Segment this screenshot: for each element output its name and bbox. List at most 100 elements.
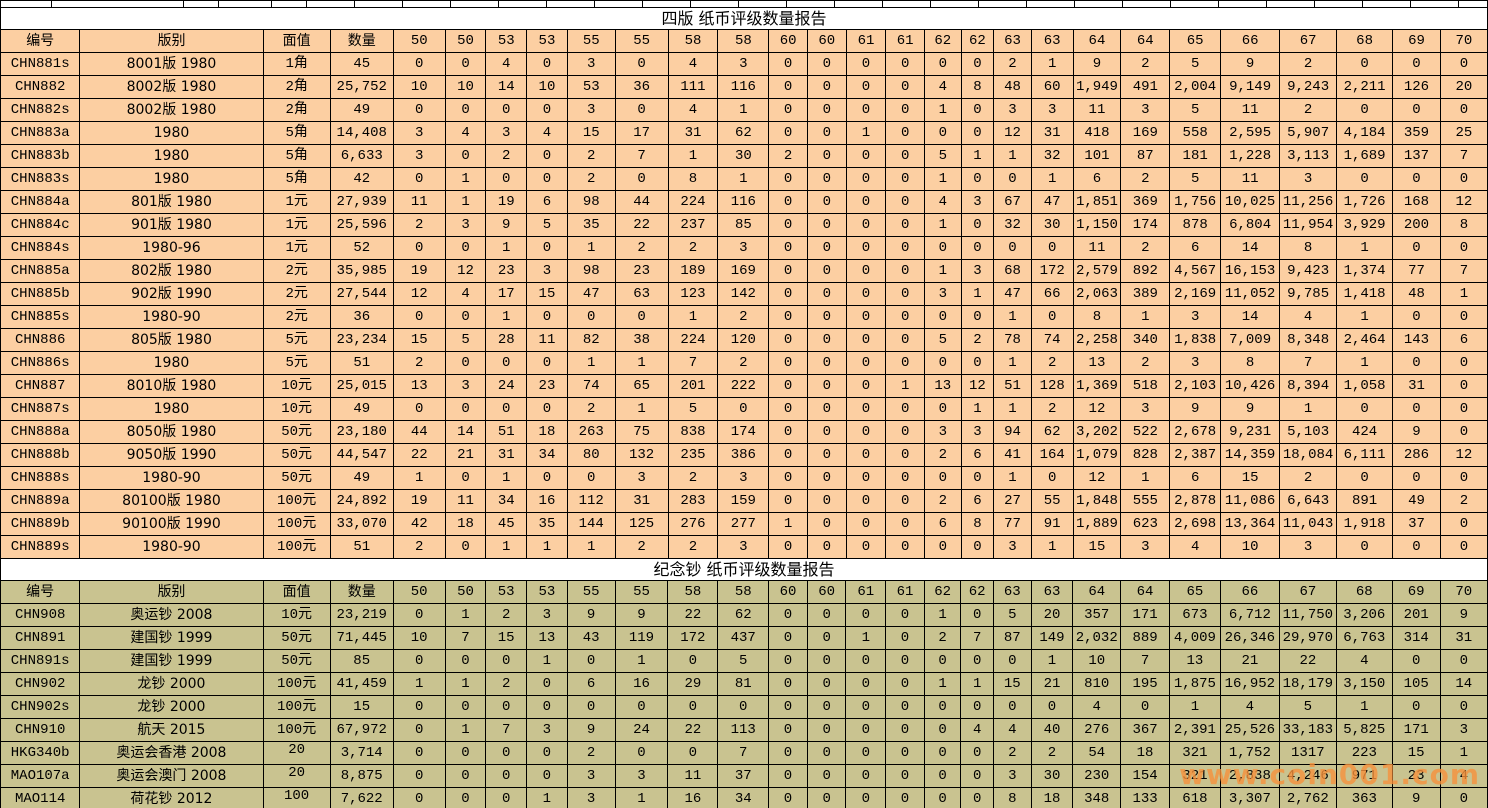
cell-grade-count: 0 xyxy=(845,695,887,719)
cell-grade-count: 1,150 xyxy=(1072,213,1122,237)
cell-grade-count: 1,889 xyxy=(1072,512,1122,536)
table-row: CHN891s 建国钞 1999 50元 85 0 0 0 1 0 1 0 5 0 0 0 0 0 0 0 1 10 7 1… xyxy=(0,649,1488,673)
cell-grade-count: 0 xyxy=(768,535,808,559)
column-header: 58 xyxy=(717,580,770,604)
cell-grade-count: 8,394 xyxy=(1279,374,1338,398)
cell-grade-count: 0 xyxy=(485,649,528,673)
column-header: 60 xyxy=(768,580,808,604)
cell-grade-count: 1,369 xyxy=(1072,374,1122,398)
cell-grade-count: 3 xyxy=(526,603,568,627)
cell-grade-count: 1 xyxy=(614,787,669,808)
cell-quantity: 45 xyxy=(329,52,394,76)
cell-grade-count: 15 xyxy=(485,626,528,650)
table-row: CHN885a 802版 1980 2元 35,985 19 12 23 3 98 23 189 16… xyxy=(0,259,1488,283)
cell-quantity: 49 xyxy=(329,466,394,490)
cell-grade-count: 0 xyxy=(1439,351,1488,375)
cell-grade-count: 21 xyxy=(1030,672,1074,696)
cell-grade-count: 0 xyxy=(845,535,887,559)
cell-grade-count: 0 xyxy=(444,741,487,765)
cell-grade-count: 44 xyxy=(614,190,669,214)
cell-grade-count: 1 xyxy=(485,466,528,490)
cell-grade-count: 195 xyxy=(1120,672,1170,696)
cell-grade-count: 116 xyxy=(717,190,770,214)
cell-grade-count: 522 xyxy=(1120,420,1171,444)
table-row: CHN887s 1980 10元 49 0 0 0 0 2 1 5 0 0 0 0 0 0 1 1 2 12 3 9 9 1 0 0… xyxy=(0,397,1488,421)
cell-grade-count: 0 xyxy=(885,489,925,513)
cell-grade-count: 0 xyxy=(526,52,568,76)
cell-quantity: 51 xyxy=(329,535,394,559)
cell-grade-count: 1 xyxy=(444,672,487,696)
cell-grade-count: 0 xyxy=(885,695,925,719)
cell-grade-count: 66 xyxy=(1030,282,1074,306)
cell-grade-count: 0 xyxy=(1439,787,1488,808)
cell-grade-count: 12 xyxy=(444,259,487,283)
cell-grade-count: 363 xyxy=(1335,787,1393,808)
cell-grade-count: 132 xyxy=(614,443,669,467)
cell-grade-count: 0 xyxy=(885,236,925,260)
cell-grade-count: 0 xyxy=(392,764,446,788)
cell-edition: 1980-90 xyxy=(79,466,264,490)
cell-grade-count: 1,418 xyxy=(1336,282,1394,306)
cell-grade-count: 1 xyxy=(1030,535,1074,559)
column-header: 61 xyxy=(845,29,887,53)
cell-grade-count: 4 xyxy=(992,718,1032,742)
cell-grade-count: 1,752 xyxy=(1219,741,1280,765)
cell-grade-count: 14 xyxy=(1439,672,1488,696)
cell-grade-count: 8 xyxy=(960,512,995,536)
grid-tick xyxy=(1218,1,1219,7)
cell-grade-count: 3 xyxy=(566,52,616,76)
cell-edition: 荷花钞 2012 xyxy=(79,787,264,808)
cell-grade-count: 1 xyxy=(717,167,770,191)
cell-grade-count: 359 xyxy=(1392,121,1441,145)
cell-edition: 801版 1980 xyxy=(79,190,264,214)
cell-grade-count: 200 xyxy=(1392,213,1441,237)
cell-code: CHN889b xyxy=(0,512,81,536)
cell-grade-count: 4,246 xyxy=(1278,764,1337,788)
cell-grade-count: 32 xyxy=(1030,144,1074,168)
cell-grade-count: 0 xyxy=(566,695,616,719)
grid-tick xyxy=(786,1,787,7)
table-row: CHN889a 80100版 1980 100元 24,892 19 11 34 16 112 3… xyxy=(0,489,1488,513)
cell-grade-count: 0 xyxy=(806,741,847,765)
cell-grade-count: 1 xyxy=(960,144,995,168)
cell-grade-count: 10 xyxy=(392,75,446,99)
cell-grade-count: 23 xyxy=(614,259,669,283)
cell-grade-count: 9,423 xyxy=(1279,259,1338,283)
cell-grade-count: 889 xyxy=(1120,626,1170,650)
cell-grade-count: 0 xyxy=(806,190,847,214)
cell-grade-count: 0 xyxy=(526,144,568,168)
cell-grade-count: 0 xyxy=(566,466,616,490)
cell-grade-count: 23 xyxy=(526,374,568,398)
column-header: 版别 xyxy=(79,29,264,53)
cell-grade-count: 0 xyxy=(806,213,847,237)
cell-grade-count: 51 xyxy=(993,374,1032,398)
cell-grade-count: 0 xyxy=(1439,466,1488,490)
cell-grade-count: 2 xyxy=(566,144,616,168)
cell-grade-count: 1 xyxy=(1030,167,1074,191)
cell-grade-count: 16 xyxy=(614,672,669,696)
cell-grade-count: 3,929 xyxy=(1336,213,1394,237)
table-row: CHN887 8010版 1980 10元 25,015 13 3 24 23 74 65 201 2… xyxy=(0,374,1488,398)
cell-quantity: 71,445 xyxy=(329,626,394,650)
cell-grade-count: 0 xyxy=(845,190,887,214)
cell-denomination: 10元 xyxy=(262,397,331,421)
cell-code: CHN884a xyxy=(0,190,81,214)
cell-grade-count: 4 xyxy=(1439,764,1488,788)
cell-grade-count: 0 xyxy=(885,98,925,122)
cell-grade-count: 23 xyxy=(485,259,528,283)
cell-grade-count: 1 xyxy=(1336,236,1394,260)
cell-grade-count: 0 xyxy=(885,649,925,673)
cell-grade-count: 3 xyxy=(1279,535,1338,559)
cell-grade-count: 5 xyxy=(1169,167,1222,191)
cell-denomination: 2元 xyxy=(262,305,331,329)
cell-grade-count: 8 xyxy=(667,167,719,191)
fourth-series-report-section: 四版 纸币评级数量报告 编号 版别 面值 数量 50 50 53 53 55 55 58 58 60 60 6… xyxy=(0,7,1488,559)
cell-grade-count: 0 xyxy=(526,741,568,765)
cell-grade-count: 1 xyxy=(526,535,568,559)
cell-grade-count: 0 xyxy=(526,98,568,122)
cell-grade-count: 0 xyxy=(806,144,847,168)
column-header: 68 xyxy=(1335,580,1393,604)
cell-grade-count: 5 xyxy=(717,649,770,673)
cell-denomination: 2角 xyxy=(262,75,331,99)
cell-grade-count: 277 xyxy=(717,512,770,536)
